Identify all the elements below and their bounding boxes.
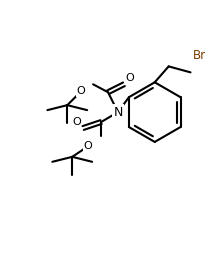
Text: Br: Br xyxy=(192,49,206,62)
Text: O: O xyxy=(77,86,86,96)
Text: N: N xyxy=(113,106,123,119)
Text: O: O xyxy=(125,73,134,83)
Text: O: O xyxy=(72,117,81,127)
Text: O: O xyxy=(84,141,93,151)
